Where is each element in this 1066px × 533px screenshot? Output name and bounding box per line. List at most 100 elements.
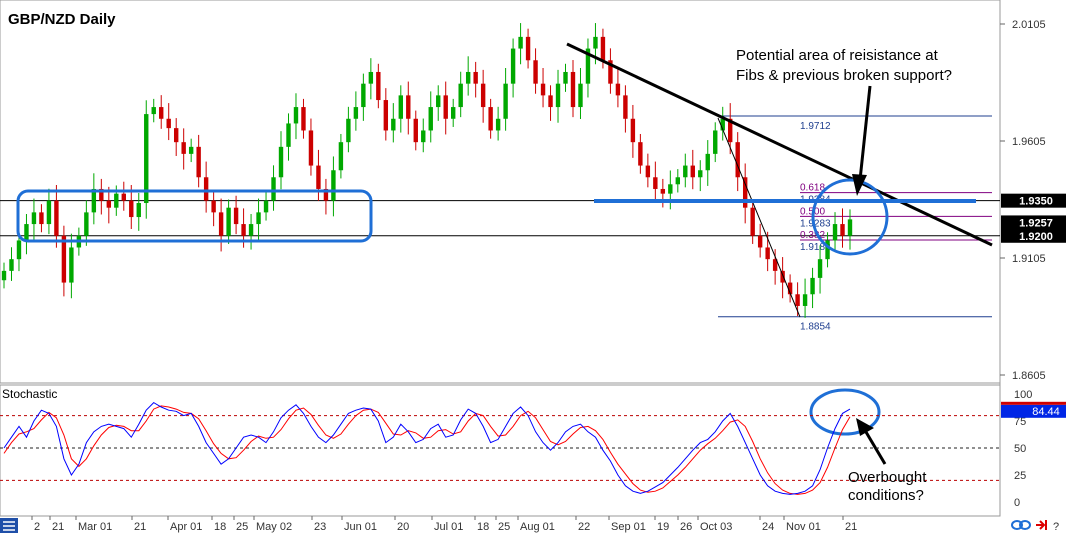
candle	[555, 69, 561, 123]
candle	[166, 103, 171, 141]
candle-body	[406, 95, 411, 119]
candle	[608, 48, 613, 94]
candle-body	[563, 71, 568, 84]
candle-body	[847, 219, 853, 236]
candle	[54, 184, 59, 248]
time-tick-label: 18	[477, 521, 489, 533]
candle-body	[151, 107, 156, 115]
price-tag-label: 1.9350	[1019, 196, 1053, 208]
candle	[473, 61, 478, 98]
price-tag-current	[1001, 215, 1066, 230]
fib-low-label: 1.8854	[800, 322, 831, 333]
candle	[46, 188, 52, 235]
candle	[638, 133, 643, 174]
candle	[84, 200, 89, 246]
candle	[323, 178, 329, 215]
candle-body	[121, 193, 126, 201]
candle-body	[211, 200, 216, 213]
candle	[91, 173, 97, 225]
candle-body	[256, 212, 261, 225]
candle-body	[286, 123, 291, 147]
candle-body	[548, 95, 553, 108]
price-tag-resistance	[1001, 193, 1066, 208]
candle-body	[398, 95, 403, 119]
candle-body	[451, 107, 456, 119]
candle-body	[638, 142, 643, 166]
price-tag-label: 1.9257	[1019, 217, 1053, 229]
candle-body	[623, 95, 628, 119]
time-tick-label: Aug 01	[520, 521, 555, 533]
candle-body	[129, 200, 134, 218]
resistance-annotation-line2: Fibs & previous broken support?	[736, 67, 952, 84]
candle-body	[436, 95, 441, 108]
candle-body	[645, 165, 651, 178]
candle-body	[316, 165, 321, 189]
stoch-d-line	[3, 405, 851, 495]
fib-anchor-line	[717, 117, 801, 318]
time-tick-label: 26	[680, 521, 692, 533]
candle-body	[376, 71, 381, 101]
shift-end-icon[interactable]	[1036, 520, 1047, 530]
candle	[233, 195, 239, 235]
candle	[293, 93, 299, 140]
fib-ratio-label: 0.618	[800, 183, 825, 194]
candle-body	[742, 177, 748, 208]
candle	[436, 85, 441, 121]
overbought-circle	[809, 388, 881, 436]
time-tick-label: 24	[762, 521, 774, 533]
candle	[271, 165, 276, 211]
price-tag-label: 1.9200	[1019, 231, 1053, 243]
time-tick-label: 21	[134, 521, 146, 533]
candle-body	[203, 177, 209, 201]
candle-body	[241, 224, 246, 236]
candle-body	[600, 36, 606, 61]
candle-body	[248, 224, 254, 236]
candle-body	[136, 203, 141, 218]
help-icon[interactable]: ?	[1053, 521, 1059, 533]
overbought-arrow-shaft	[864, 431, 887, 465]
price-tick-label: 1.9605	[1012, 136, 1046, 148]
fib-high-label: 1.9712	[800, 121, 831, 132]
candle	[211, 190, 216, 227]
candle-body	[735, 142, 740, 178]
candle	[518, 23, 523, 65]
fib-value-label: 1.9283	[800, 218, 831, 229]
time-tick-label: Jul 01	[434, 521, 463, 533]
candle	[757, 223, 763, 258]
candle-body	[832, 224, 838, 241]
candle	[810, 267, 815, 309]
candle-body	[473, 71, 478, 84]
candle	[623, 85, 628, 133]
candle-body	[713, 130, 718, 154]
time-tick-label: 20	[397, 521, 409, 533]
candle	[301, 98, 306, 139]
time-tick-label: 25	[498, 521, 510, 533]
price-tag-support	[1001, 228, 1066, 243]
candle-body	[338, 142, 344, 171]
candle	[563, 63, 568, 92]
link-icon[interactable]	[1011, 520, 1031, 530]
candle-body	[840, 224, 845, 236]
stoch-tick-label: 50	[1014, 443, 1026, 455]
candle-body	[780, 270, 785, 283]
candle-body	[825, 240, 830, 260]
candle	[39, 204, 44, 233]
candle-body	[9, 259, 14, 271]
stoch-tick-label: 0	[1014, 497, 1020, 509]
candle-body	[495, 118, 501, 131]
candle	[458, 71, 463, 118]
candle	[720, 106, 725, 141]
candle-body	[653, 177, 658, 189]
resistance-annotation-line1: Potential area of reisistance at	[736, 47, 939, 64]
candle-body	[608, 60, 613, 84]
time-tick-label: 21	[52, 521, 64, 533]
stoch-k-line	[3, 401, 851, 495]
candle-body	[705, 153, 710, 171]
time-tick-label: May 02	[256, 521, 292, 533]
candle-body	[114, 193, 119, 208]
resistance-arrow-shaft	[858, 85, 872, 181]
candle-body	[518, 36, 523, 49]
candle-body	[750, 207, 755, 236]
time-tick-label: 21	[845, 521, 857, 533]
candle-body	[353, 107, 359, 119]
